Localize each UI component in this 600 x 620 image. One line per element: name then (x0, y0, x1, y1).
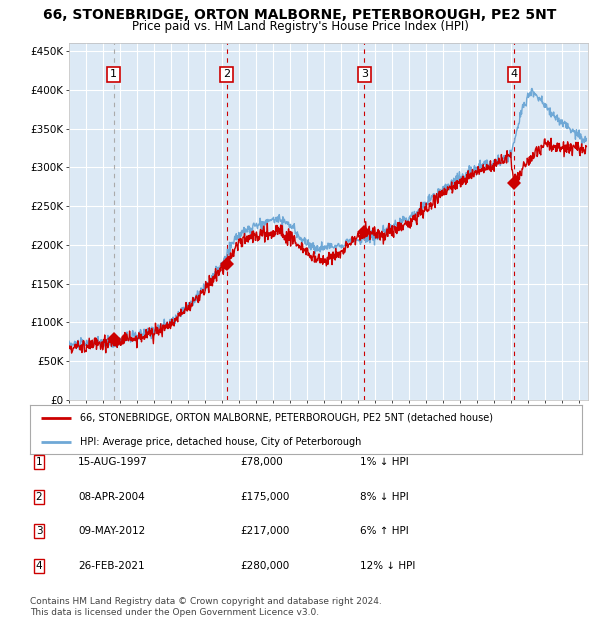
Text: 15-AUG-1997: 15-AUG-1997 (78, 457, 148, 467)
Text: 66, STONEBRIDGE, ORTON MALBORNE, PETERBOROUGH, PE2 5NT: 66, STONEBRIDGE, ORTON MALBORNE, PETERBO… (43, 8, 557, 22)
Text: 3: 3 (35, 526, 43, 536)
Text: 8% ↓ HPI: 8% ↓ HPI (360, 492, 409, 502)
Text: 08-APR-2004: 08-APR-2004 (78, 492, 145, 502)
Text: 4: 4 (511, 69, 518, 79)
Text: 1: 1 (110, 69, 117, 79)
Text: £217,000: £217,000 (240, 526, 289, 536)
Text: Contains HM Land Registry data © Crown copyright and database right 2024.
This d: Contains HM Land Registry data © Crown c… (30, 598, 382, 617)
Text: 6% ↑ HPI: 6% ↑ HPI (360, 526, 409, 536)
Text: £175,000: £175,000 (240, 492, 289, 502)
Text: 09-MAY-2012: 09-MAY-2012 (78, 526, 145, 536)
Text: 66, STONEBRIDGE, ORTON MALBORNE, PETERBOROUGH, PE2 5NT (detached house): 66, STONEBRIDGE, ORTON MALBORNE, PETERBO… (80, 412, 493, 423)
Text: £78,000: £78,000 (240, 457, 283, 467)
Text: HPI: Average price, detached house, City of Peterborough: HPI: Average price, detached house, City… (80, 436, 361, 447)
Text: 2: 2 (223, 69, 230, 79)
Text: 3: 3 (361, 69, 368, 79)
Text: 26-FEB-2021: 26-FEB-2021 (78, 561, 145, 571)
Text: 4: 4 (35, 561, 43, 571)
Text: 12% ↓ HPI: 12% ↓ HPI (360, 561, 415, 571)
Text: 2: 2 (35, 492, 43, 502)
Text: Price paid vs. HM Land Registry's House Price Index (HPI): Price paid vs. HM Land Registry's House … (131, 20, 469, 33)
Text: £280,000: £280,000 (240, 561, 289, 571)
Text: 1% ↓ HPI: 1% ↓ HPI (360, 457, 409, 467)
Text: 1: 1 (35, 457, 43, 467)
